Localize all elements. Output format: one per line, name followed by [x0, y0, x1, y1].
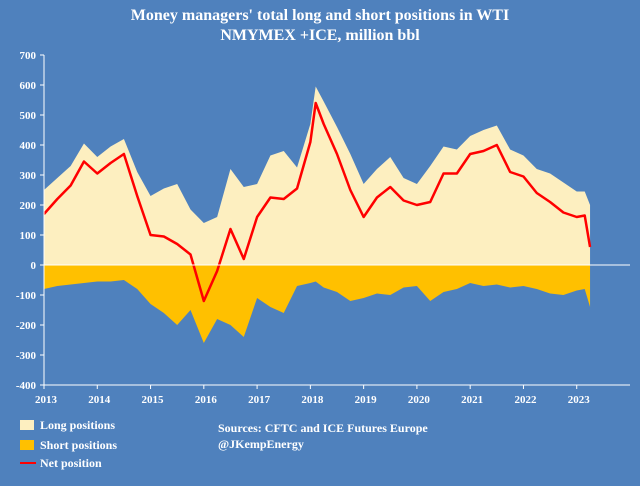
- x-tick-label: 2015: [142, 394, 165, 406]
- legend-label-long: Long positions: [40, 418, 115, 432]
- y-tick-label: -200: [16, 320, 37, 332]
- chart-title: Money managers' total long and short pos…: [131, 7, 509, 24]
- y-tick-label: -300: [16, 350, 37, 362]
- x-tick-label: 2013: [35, 394, 58, 406]
- plot-area: [43, 86, 630, 343]
- y-tick-label: -400: [16, 380, 37, 392]
- y-tick-label: 700: [20, 50, 37, 62]
- y-axis: 700 600 500 400 300 200 100 0 -100 -200 -300 -400: [16, 50, 45, 392]
- legend-label-net: Net position: [40, 456, 102, 470]
- y-tick-label: 500: [20, 110, 37, 122]
- x-axis: 2013 2014 2015 2016 2017 2018 2019 2020 2021 2022…: [35, 384, 630, 406]
- x-tick-label: 2019: [355, 394, 378, 406]
- y-tick-label: 100: [20, 230, 37, 242]
- source-annotation: Sources: CFTC and ICE Futures Europe: [218, 421, 428, 435]
- y-tick-label: 400: [20, 140, 37, 152]
- x-tick-label: 2022: [514, 394, 537, 406]
- x-tick-label: 2023: [568, 394, 591, 406]
- chart-subtitle: NMYMEX +ICE, million bbl: [220, 27, 420, 44]
- y-tick-label: -100: [16, 290, 37, 302]
- legend-swatch-long: [20, 420, 34, 430]
- long-positions-area: [44, 86, 591, 265]
- y-tick-label: 300: [20, 170, 37, 182]
- legend: Long positions Short positions Net posit…: [20, 418, 117, 470]
- x-tick-label: 2014: [88, 394, 111, 406]
- x-tick-label: 2017: [248, 394, 271, 406]
- legend-label-short: Short positions: [40, 438, 117, 452]
- legend-swatch-short: [20, 440, 34, 450]
- y-tick-label: 0: [31, 260, 37, 272]
- x-tick-label: 2018: [301, 394, 324, 406]
- short-positions-area: [44, 265, 591, 343]
- x-tick-label: 2021: [461, 394, 483, 406]
- net-position-line: [43, 101, 592, 303]
- author-annotation: @JKempEnergy: [218, 437, 304, 451]
- y-tick-label: 200: [20, 200, 37, 212]
- y-tick-label: 600: [20, 80, 37, 92]
- x-tick-label: 2016: [195, 394, 218, 406]
- x-tick-label: 2020: [408, 394, 431, 406]
